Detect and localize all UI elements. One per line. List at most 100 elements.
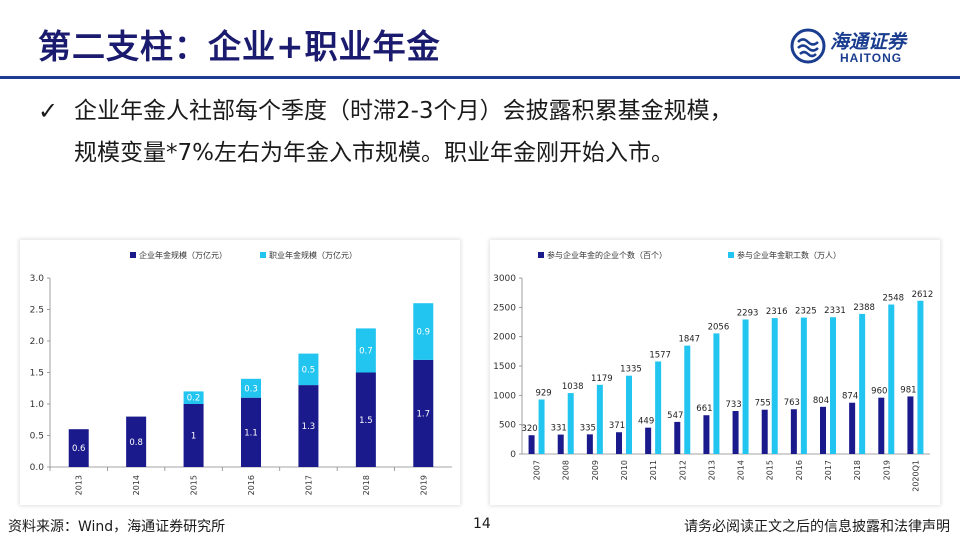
bar-employees [742,319,749,454]
x-tick-label: 2016 [247,475,256,495]
legend-label-1: 参与企业年金的企业个数（百个） [547,250,667,260]
bar-employees [567,393,574,454]
y-tick-label: 2.0 [30,337,45,347]
bar-value-label: 371 [609,421,625,431]
bar-enterprise [298,385,319,467]
page-title: 第二支柱：企业+职业年金 [38,27,441,66]
x-tick-label: 2008 [562,460,571,480]
bar-companies [907,396,914,454]
bar-value-label: 0.9 [417,328,431,338]
x-tick-label: 2016 [795,460,804,480]
y-tick-label: 0.5 [30,432,44,442]
page-number: 14 [473,516,491,532]
y-tick-label: 2500 [493,303,516,313]
x-tick-label: 2013 [707,460,716,480]
bar-employees [626,375,632,454]
chart-participants: 参与企业年金的企业个数（百个） 参与企业年金职工数（万人） 0 500 1000 1500… [490,240,940,505]
bar-occupational [183,391,204,404]
bar-employees [830,317,836,454]
bar-employees [859,313,866,454]
chart-participants-svg: 参与企业年金的企业个数（百个） 参与企业年金职工数（万人） 0 500 1000 1500… [493,250,933,492]
bar-value-label: 1179 [591,374,613,384]
bar-value-label: 2316 [766,307,788,317]
bar-companies [820,406,826,454]
bar-value-label: 0.7 [359,346,373,356]
bar-companies [849,402,856,454]
bar-employees [888,304,895,454]
bar-value-label: 763 [784,398,800,408]
y-tick-label: 3.0 [30,274,45,284]
bar-value-label: 1.7 [417,409,431,419]
footer-disclaimer: 请务必阅读正文之后的信息披露和法律声明 [684,519,950,535]
bar-value-label: 1038 [562,382,584,392]
bar-value-label: 1.1 [244,428,258,438]
y-tick-label: 1.0 [30,400,45,410]
bar-value-label: 981 [900,385,916,395]
x-tick-label: 2007 [533,460,542,480]
bar-employees [800,317,807,454]
x-tick-label: 2017 [824,460,833,480]
logo-text-en: HAITONG [840,51,903,65]
x-tick-label: 2017 [304,475,313,495]
bar-value-label: 2325 [795,307,817,317]
bar-value-label: 2056 [708,322,730,332]
x-tick-label: 2018 [362,475,371,495]
bar-value-label: 661 [696,404,712,414]
bar-value-label: 960 [871,387,887,397]
x-tick-label: 2018 [853,460,862,480]
y-tick-label: 0.0 [30,463,45,473]
bar-value-label: 2388 [853,303,875,313]
legend-swatch-1 [538,252,544,258]
bar-companies [703,415,710,454]
bar-employees [596,384,603,454]
bar-value-label: 929 [535,388,551,398]
bar-value-label: 1335 [620,365,642,375]
bar-value-label: 335 [580,423,596,433]
bar-value-label: 0.5 [302,365,316,375]
bar-value-label: 804 [813,396,829,406]
x-tick-label: 2019 [419,475,428,495]
bar-value-label: 547 [667,411,683,421]
bar-value-label: 2293 [737,308,759,318]
bar-value-label: 1.3 [302,422,316,432]
bar-value-label: 1847 [678,335,700,345]
legend-swatch-1 [130,252,136,258]
bar-companies [761,409,768,454]
x-tick-label: 2011 [649,460,658,480]
x-tick-label: 2012 [678,460,687,480]
bar-companies [732,410,739,454]
bar-value-label: 0.3 [244,384,258,394]
y-tick-label: 1.5 [30,369,44,379]
bar-value-label: 1 [191,432,196,442]
haitong-logo: 海通证券 HAITONG [790,26,940,70]
bar-value-label: 1.5 [359,416,373,426]
bar-value-label: 0.6 [72,444,86,454]
legend-label-2: 职业年金规模（万亿元） [269,250,357,260]
y-tick-label: 1500 [493,362,516,372]
y-tick-label: 3000 [493,274,516,284]
bar-occupational [241,378,261,398]
checkmark-icon: ✓ [38,97,59,125]
y-tick-label: 2.5 [30,306,44,316]
haitong-logo-icon [790,28,826,64]
bar-companies [616,432,622,454]
legend-swatch-2 [728,252,734,258]
bar-companies [586,434,593,454]
bar-value-label: 874 [842,392,858,402]
bar-employees [538,399,545,454]
y-tick-label: 1000 [493,391,516,401]
y-tick-label: 0 [510,450,516,460]
y-tick-label: 500 [499,421,516,431]
x-tick-label: 2014 [132,475,141,495]
x-tick-label: 2013 [75,475,84,495]
x-tick-label: 2010 [620,460,629,480]
title-divider [0,76,960,79]
bar-value-label: 0.2 [187,394,201,404]
bar-companies [878,397,885,454]
bar-value-label: 331 [551,424,567,434]
x-tick-label: 2020Q1 [911,460,920,492]
legend-label-2: 参与企业年金职工数（万人） [737,250,841,260]
bar-companies [790,409,797,454]
bar-companies [674,421,681,454]
bar-enterprise [241,397,261,467]
